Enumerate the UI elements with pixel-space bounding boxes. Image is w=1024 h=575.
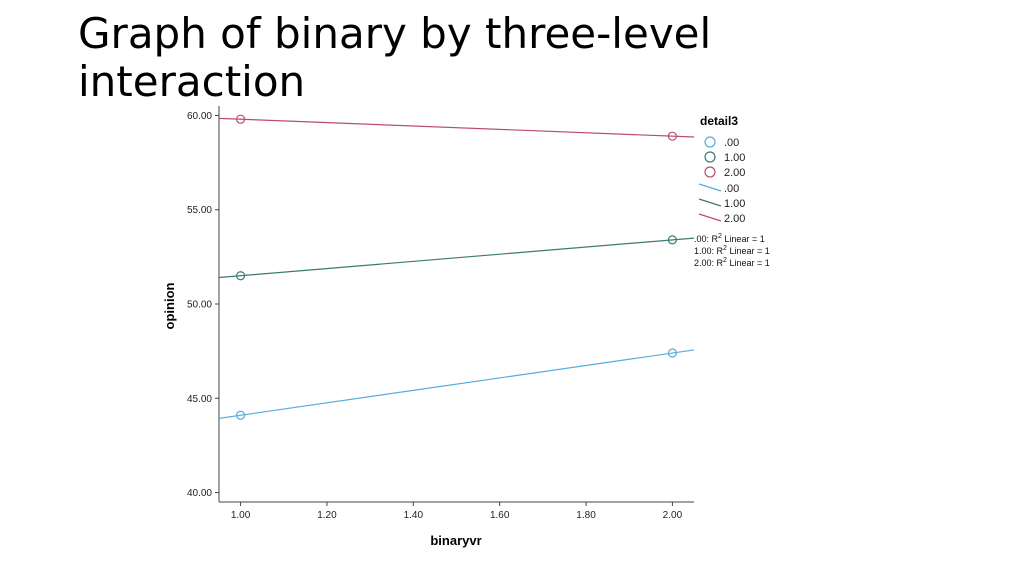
- legend-marker-swatch: [704, 136, 716, 148]
- data-point: [235, 114, 246, 124]
- y-tick-label: 45.00: [187, 394, 212, 405]
- legend-line-swatch: [698, 198, 722, 207]
- chart-axes: [218, 106, 694, 503]
- legend-title: detail3: [700, 114, 738, 128]
- data-points: [235, 114, 678, 420]
- x-axis-label: binaryvr: [430, 533, 481, 548]
- data-point: [667, 131, 678, 141]
- legend-marker-label: 1.00: [724, 152, 745, 164]
- y-tick-label: 55.00: [187, 205, 212, 216]
- x-tick-label: 1.80: [576, 510, 596, 521]
- fit-line-2: [218, 117, 695, 138]
- legend-line-entries: .00 1.00 2.00: [698, 183, 745, 225]
- y-axis-label: opinion: [162, 282, 177, 329]
- y-tick-label: 60.00: [187, 111, 212, 122]
- legend-fit-label: .00: R2 Linear = 1: [694, 233, 765, 244]
- legend-marker-label: 2.00: [724, 167, 745, 179]
- x-tick-label: 2.00: [663, 510, 683, 521]
- legend-line-label: 2.00: [724, 213, 745, 225]
- legend-fit-label: 2.00: R2 Linear = 1: [694, 257, 770, 268]
- x-tick-label: 1.60: [490, 510, 510, 521]
- legend-line-swatch: [698, 213, 722, 222]
- y-tick-labels: 40.00 45.00 50.00 55.00 60.00: [187, 111, 219, 499]
- x-tick-label: 1.00: [231, 510, 251, 521]
- x-tick-label: 1.40: [404, 510, 424, 521]
- fit-lines: [218, 117, 695, 419]
- legend-line-label: .00: [724, 183, 739, 195]
- data-point: [235, 271, 246, 281]
- x-tick-labels: 1.00 1.20 1.40 1.60 1.80 2.00: [231, 502, 683, 521]
- x-tick-label: 1.20: [317, 510, 337, 521]
- legend-marker-entries: .00 1.00 2.00: [704, 136, 745, 179]
- legend-line-swatch: [698, 183, 722, 192]
- fit-line-0: [218, 349, 695, 419]
- y-tick-label: 40.00: [187, 488, 212, 499]
- y-tick-label: 50.00: [187, 300, 212, 311]
- legend-marker-swatch: [704, 166, 716, 178]
- legend-fit-label: 1.00: R2 Linear = 1: [694, 245, 770, 256]
- legend: detail3 .00 1.00 2.00 .00 1.00 2.00 .00: R2 …: [694, 114, 770, 268]
- legend-marker-swatch: [704, 151, 716, 163]
- fit-line-1: [218, 237, 695, 279]
- legend-line-label: 1.00: [724, 198, 745, 210]
- legend-fit-entries: .00: R2 Linear = 11.00: R2 Linear = 12.0…: [694, 233, 770, 268]
- data-point: [667, 235, 678, 245]
- data-point: [235, 410, 246, 420]
- legend-marker-label: .00: [724, 137, 739, 149]
- slide-title: Graph of binary by three-level interacti…: [78, 10, 712, 106]
- data-point: [667, 348, 678, 358]
